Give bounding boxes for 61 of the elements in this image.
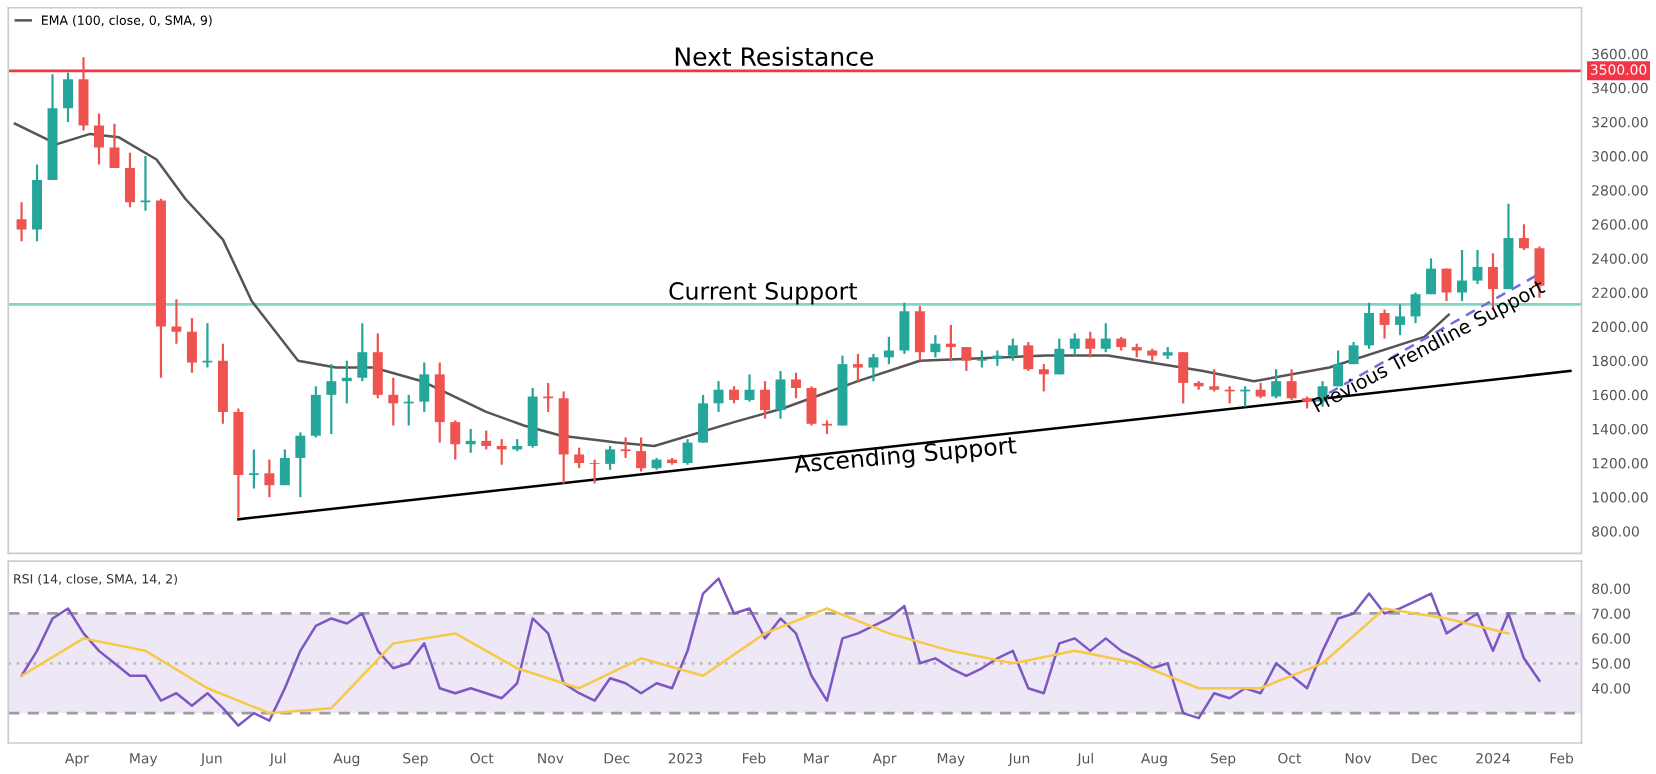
- candlestick: [1085, 330, 1096, 359]
- candlestick: [1457, 248, 1467, 303]
- candlestick: [125, 151, 135, 209]
- candlestick: [605, 444, 616, 471]
- candlestick: [1023, 340, 1034, 373]
- candlestick: [760, 380, 770, 420]
- candlestick: [1054, 337, 1065, 376]
- candlestick: [1209, 368, 1220, 393]
- candlestick: [636, 436, 647, 473]
- candlestick: [186, 316, 197, 374]
- candlestick: [589, 458, 600, 485]
- candlestick: [1178, 351, 1189, 405]
- candlestick: [883, 335, 894, 366]
- candlestick: [791, 371, 801, 400]
- candlestick: [248, 448, 259, 490]
- candlestick: [868, 352, 879, 383]
- candlestick: [1007, 337, 1018, 362]
- candlestick: [450, 419, 461, 461]
- candlestick: [481, 429, 492, 451]
- candlestick: [899, 301, 910, 356]
- candlestick: [574, 446, 585, 470]
- candlestick: [434, 361, 445, 444]
- candlestick: [620, 436, 631, 460]
- candlestick: [1518, 223, 1529, 251]
- candlestick: [171, 298, 182, 345]
- candlestick: [1379, 308, 1390, 340]
- candlestick: [279, 448, 290, 487]
- candlestick: [852, 352, 863, 383]
- annotation: Current Support: [669, 282, 857, 305]
- candlestick: [78, 56, 89, 132]
- candlestick: [1441, 267, 1452, 303]
- candlestick: [1100, 322, 1111, 354]
- candlestick: [1426, 257, 1436, 296]
- candlestick: [1364, 301, 1375, 350]
- candlestick: [94, 112, 104, 166]
- candlestick: [310, 385, 321, 439]
- candlestick: [357, 322, 368, 383]
- candlestick: [264, 458, 275, 499]
- candlestick: [388, 376, 399, 427]
- candlestick: [713, 380, 724, 413]
- candlestick: [63, 71, 73, 124]
- candlestick: [295, 431, 306, 499]
- annotation: Ascending Support: [793, 435, 1018, 478]
- candlestick: [682, 438, 693, 466]
- candlestick: [1069, 332, 1080, 357]
- candlestick: [16, 201, 27, 243]
- candlestick: [806, 385, 817, 427]
- candlestick: [930, 334, 941, 359]
- annotation: Next Resistance: [675, 46, 873, 66]
- candlestick: [1038, 363, 1049, 393]
- candlestick: [140, 154, 151, 212]
- candlestick: [775, 369, 786, 420]
- candlestick: [1271, 368, 1282, 400]
- candlestick: [326, 363, 337, 436]
- candlestick: [372, 332, 383, 400]
- candlestick: [419, 361, 430, 413]
- candlestick: [1410, 291, 1421, 325]
- candlestick: [914, 305, 925, 362]
- candlestick: [1286, 368, 1297, 402]
- candlestick: [698, 393, 709, 444]
- candlestick: [961, 345, 972, 373]
